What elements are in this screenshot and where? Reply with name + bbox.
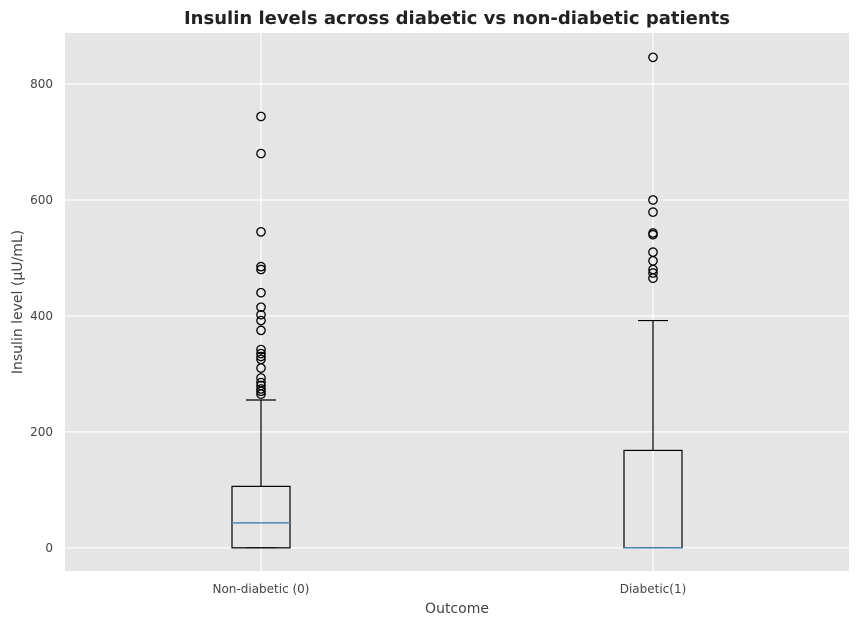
grid-lines	[65, 33, 849, 571]
y-tick-label: 200	[30, 425, 53, 439]
y-tick-label: 600	[30, 193, 53, 207]
outlier-point	[648, 195, 658, 205]
outlier-point	[256, 309, 266, 320]
x-tick-label: Diabetic(1)	[620, 582, 687, 596]
outlier-point	[256, 261, 266, 272]
outlier-point	[256, 373, 266, 383]
outlier-point	[648, 268, 658, 278]
outlier-point	[256, 111, 266, 122]
y-axis-label: Insulin level (µU/mL)	[10, 230, 26, 374]
outlier-point	[648, 52, 658, 63]
outlier-point	[256, 363, 266, 373]
y-tick-label: 400	[30, 309, 53, 323]
box-group	[231, 111, 291, 549]
plot-background	[65, 33, 849, 571]
outlier-point	[648, 229, 658, 240]
outlier-point	[256, 302, 266, 313]
outlier-point	[256, 148, 266, 159]
tick-labels: 0 200 400 600 800 Non-diabetic (0) Diabetic(1)	[30, 77, 686, 596]
outlier-point	[648, 207, 658, 217]
x-tick-label: Non-diabetic (0)	[212, 582, 309, 596]
chart-title: Insulin levels across diabetic vs non-di…	[184, 8, 730, 29]
outlier-point	[256, 351, 266, 362]
y-tick-label: 0	[45, 541, 53, 555]
box-plots	[231, 52, 683, 549]
iqr-box	[231, 485, 291, 549]
y-tick-label: 800	[30, 77, 53, 91]
outlier-point	[256, 344, 266, 355]
box-group	[623, 52, 683, 549]
outlier-point	[256, 389, 266, 400]
outlier-point	[256, 227, 266, 237]
outlier-point	[256, 287, 266, 298]
outlier-point	[256, 264, 266, 275]
outlier-point	[256, 325, 266, 336]
outlier-point	[256, 386, 266, 397]
x-axis-label: Outcome	[425, 601, 489, 617]
outlier-point	[256, 315, 266, 326]
outlier-point	[648, 273, 658, 284]
outlier-point	[256, 348, 266, 359]
